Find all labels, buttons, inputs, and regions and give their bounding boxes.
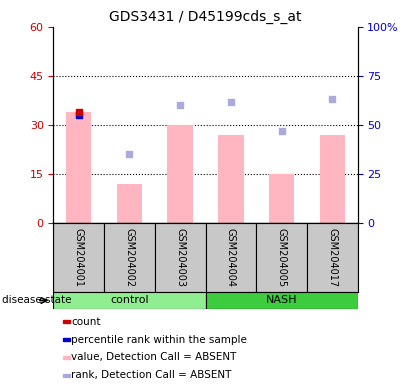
- Bar: [155, 223, 206, 292]
- Bar: [62, 320, 70, 323]
- Bar: [117, 184, 142, 223]
- Text: percentile rank within the sample: percentile rank within the sample: [71, 334, 247, 344]
- Bar: [62, 374, 70, 377]
- Text: disease state: disease state: [2, 295, 72, 306]
- Bar: [66, 112, 91, 223]
- Text: GSM204003: GSM204003: [175, 228, 185, 287]
- Bar: [206, 223, 256, 292]
- Text: value, Detection Call = ABSENT: value, Detection Call = ABSENT: [71, 353, 236, 362]
- Text: GSM204004: GSM204004: [226, 228, 236, 287]
- Text: NASH: NASH: [266, 295, 297, 306]
- Bar: [319, 135, 345, 223]
- Text: GSM204001: GSM204001: [74, 228, 84, 287]
- Point: [228, 99, 234, 105]
- Text: GSM204005: GSM204005: [277, 228, 286, 287]
- Text: GSM204002: GSM204002: [125, 228, 134, 287]
- Text: control: control: [110, 295, 149, 306]
- Title: GDS3431 / D45199cds_s_at: GDS3431 / D45199cds_s_at: [109, 10, 302, 25]
- Bar: [307, 223, 358, 292]
- Point: [329, 96, 335, 102]
- Bar: [53, 292, 206, 309]
- Point: [76, 109, 82, 115]
- Point: [76, 112, 82, 118]
- Text: GSM204017: GSM204017: [327, 228, 337, 287]
- Bar: [168, 125, 193, 223]
- Bar: [53, 223, 104, 292]
- Bar: [218, 135, 243, 223]
- Bar: [104, 223, 155, 292]
- Point: [126, 151, 133, 157]
- Bar: [62, 356, 70, 359]
- Point: [76, 112, 82, 118]
- Bar: [256, 223, 307, 292]
- Bar: [62, 338, 70, 341]
- Point: [177, 102, 183, 108]
- Bar: [269, 174, 294, 223]
- Bar: [206, 292, 358, 309]
- Point: [278, 128, 285, 134]
- Text: rank, Detection Call = ABSENT: rank, Detection Call = ABSENT: [71, 370, 231, 380]
- Text: count: count: [71, 317, 101, 327]
